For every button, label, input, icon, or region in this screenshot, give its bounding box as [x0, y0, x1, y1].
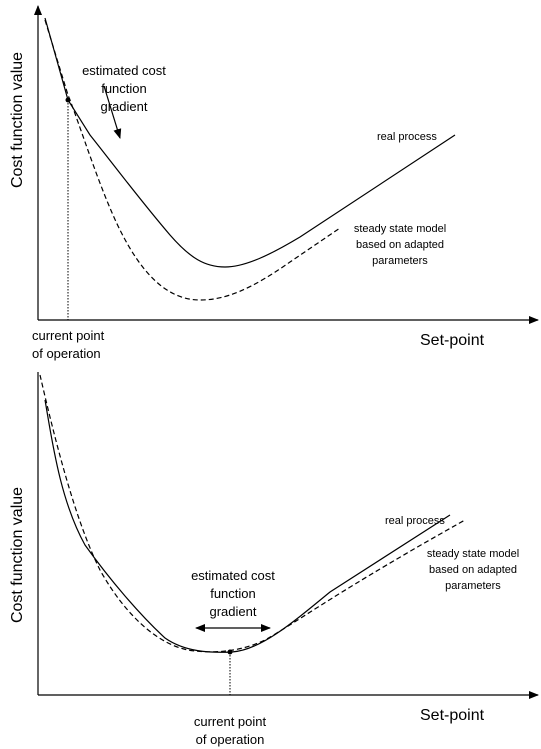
model-curve — [44, 19, 341, 301]
model-label: based on adapted — [356, 239, 444, 251]
operating-point — [227, 649, 233, 655]
gradient-label: estimated cost — [191, 568, 275, 583]
real-curve — [44, 17, 456, 268]
real-label: real process — [385, 515, 445, 527]
gradient-label: function — [210, 586, 256, 601]
gradient-arrow — [103, 85, 122, 139]
real-curve — [44, 399, 451, 653]
gradient-label: gradient — [101, 99, 148, 114]
y-axis-label: Cost function value — [9, 487, 26, 623]
operating-label: current point — [32, 328, 105, 343]
gradient-label: estimated cost — [82, 63, 166, 78]
top-panel: Cost function value Set-point estimated … — [9, 5, 539, 361]
x-axis-label: Set-point — [420, 707, 485, 724]
x-axis-label: Set-point — [420, 332, 485, 349]
operating-label: of operation — [32, 346, 101, 361]
model-label: parameters — [445, 580, 501, 592]
operating-label: of operation — [196, 732, 265, 747]
gradient-label: function — [101, 81, 147, 96]
gradient-label: gradient — [210, 604, 257, 619]
model-label: parameters — [372, 255, 428, 267]
operating-label: current point — [194, 714, 267, 729]
model-label: steady state model — [427, 548, 519, 560]
bottom-panel: Cost function value Set-point estimated … — [9, 372, 539, 747]
real-label: real process — [377, 131, 437, 143]
model-label: steady state model — [354, 223, 446, 235]
operating-point — [65, 97, 71, 103]
y-axis-label: Cost function value — [9, 52, 26, 188]
model-label: based on adapted — [429, 564, 517, 576]
